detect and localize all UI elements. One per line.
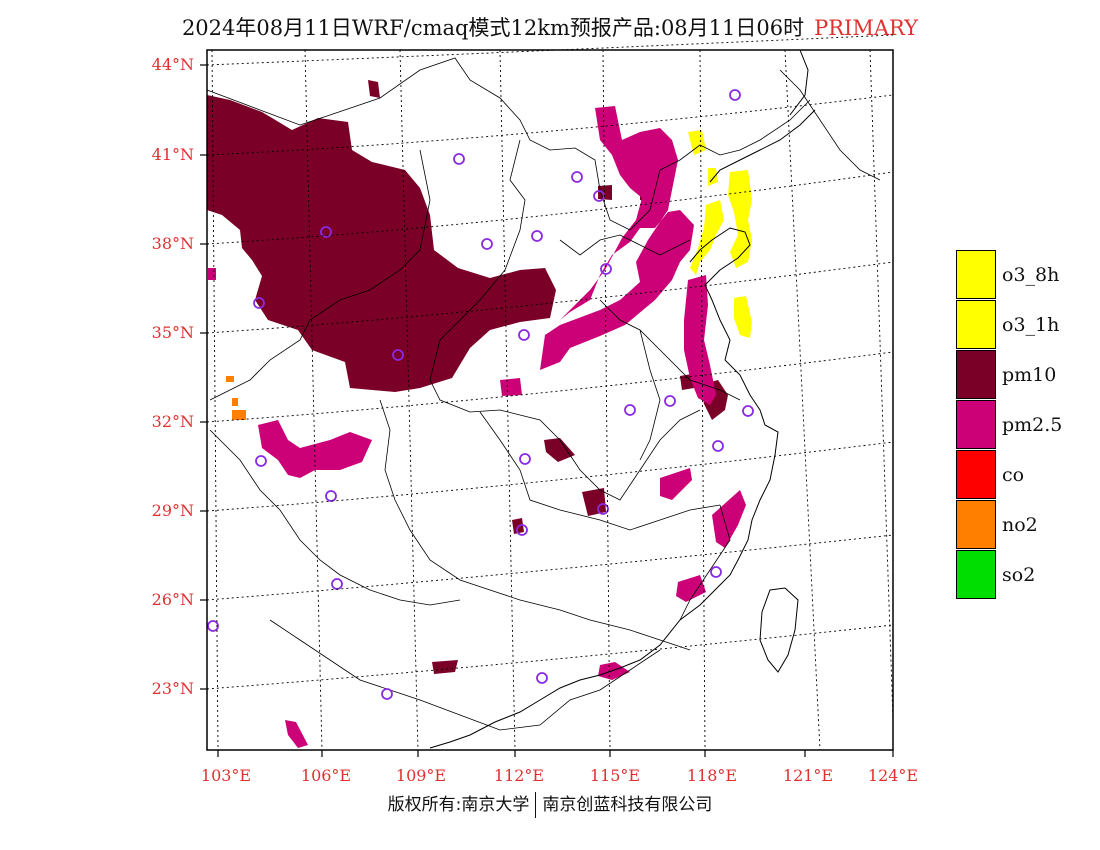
lat-label-38: 38°N [151, 234, 194, 253]
station-marker [253, 297, 265, 309]
lat-label-26: 26°N [151, 590, 194, 609]
station-marker [381, 688, 393, 700]
copyright-divider [535, 792, 537, 818]
o3-field [688, 130, 752, 338]
lat-label-44: 44°N [151, 55, 194, 74]
legend-swatch-o3-1h [956, 300, 996, 349]
station-marker [331, 578, 343, 590]
legend-label-so2: so2 [1002, 564, 1036, 586]
legend-label-no2: no2 [1002, 514, 1038, 536]
station-marker [710, 566, 722, 578]
legend-label-o3-8h: o3_8h [1002, 264, 1060, 286]
title-text: 2024年08月11日WRF/cmaq模式12km预报产品:08月11日06时 [181, 16, 805, 40]
station-marker [481, 238, 493, 250]
title-tag: PRIMARY [814, 16, 919, 40]
lon-label-118: 118°E [686, 766, 738, 785]
graticule [206, 34, 894, 751]
map-title: 2024年08月11日WRF/cmaq模式12km预报产品:08月11日06时 P… [0, 12, 1100, 42]
station-marker [325, 490, 337, 502]
station-marker [392, 349, 404, 361]
station-marker [516, 524, 528, 536]
lon-label-124: 124°E [867, 766, 919, 785]
station-marker [624, 404, 636, 416]
legend-swatch-pm25 [956, 400, 996, 449]
lat-label-29: 29°N [151, 501, 194, 520]
station-marker [712, 440, 724, 452]
legend-swatch-co [956, 450, 996, 499]
station-marker [531, 230, 543, 242]
legend-label-pm10: pm10 [1002, 364, 1057, 386]
lat-label-23: 23°N [151, 679, 194, 698]
legend-label-pm25: pm2.5 [1002, 414, 1063, 436]
legend-swatch-so2 [956, 550, 996, 599]
station-marker [664, 395, 676, 407]
lon-label-112: 112°E [493, 766, 545, 785]
station-marker [597, 503, 609, 515]
map-frame [206, 49, 894, 751]
legend-label-o3-1h: o3_1h [1002, 314, 1060, 336]
station-marker [729, 89, 741, 101]
station-markers [207, 89, 754, 700]
legend-label-co: co [1002, 464, 1025, 486]
copyright-left: 版权所有:南京大学 [387, 795, 530, 815]
copyright-right: 南京创蓝科技有限公司 [542, 795, 713, 815]
copyright: 版权所有:南京大学 南京创蓝科技有限公司 [0, 790, 1100, 818]
lat-label-35: 35°N [151, 323, 194, 342]
station-marker [519, 453, 531, 465]
station-marker [207, 620, 219, 632]
station-marker [320, 226, 332, 238]
station-marker [600, 263, 612, 275]
station-marker [518, 329, 530, 341]
axis-ticks [200, 64, 894, 757]
station-marker [571, 171, 583, 183]
legend-swatch-o3-8h [956, 250, 996, 299]
lon-label-103: 103°E [200, 766, 252, 785]
station-marker [536, 672, 548, 684]
legend-swatch-no2 [956, 500, 996, 549]
province-boundaries [206, 57, 881, 731]
station-marker [742, 405, 754, 417]
legend-swatch-pm10 [956, 350, 996, 399]
station-marker [593, 190, 605, 202]
coastline [429, 49, 816, 749]
lon-label-115: 115°E [589, 766, 641, 785]
lat-label-32: 32°N [151, 412, 194, 431]
station-marker [453, 153, 465, 165]
lat-label-41: 41°N [151, 145, 194, 164]
station-marker [255, 455, 267, 467]
lon-label-109: 109°E [395, 766, 447, 785]
lon-label-121: 121°E [782, 766, 834, 785]
lon-label-106: 106°E [300, 766, 352, 785]
no2-field [226, 376, 246, 420]
